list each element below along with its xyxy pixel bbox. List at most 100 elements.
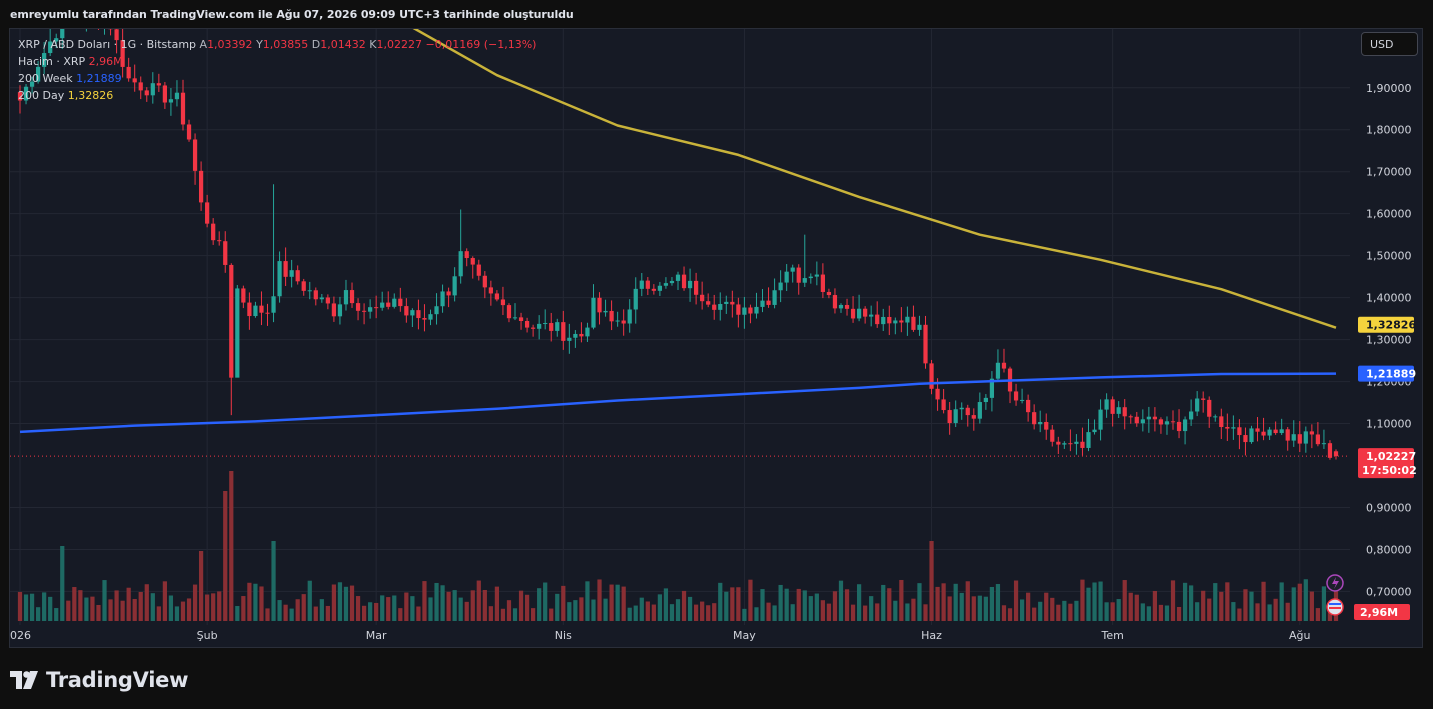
- volume-badge: 2,96M: [1354, 604, 1410, 620]
- candle-body: [1237, 427, 1242, 436]
- candle: [923, 315, 928, 369]
- volume-bar: [156, 606, 161, 621]
- candle: [386, 291, 391, 310]
- volume-bar: [911, 598, 916, 621]
- candle-body: [1019, 399, 1025, 401]
- time-axis[interactable]: 026 Şub Mar Nis May Haz Tem Ağu: [10, 629, 1311, 642]
- candle: [905, 306, 910, 336]
- price-chart[interactable]: 1,90000 1,80000 1,70000 1,60000 1,50000 1,400…: [10, 29, 1422, 647]
- candle: [162, 82, 167, 109]
- candle: [609, 300, 614, 331]
- candle-body: [446, 291, 451, 296]
- volume-bar: [724, 591, 729, 621]
- candle-body: [875, 314, 880, 325]
- candle-body: [458, 251, 463, 277]
- volume-bar: [168, 595, 174, 621]
- volume-bar: [368, 602, 373, 621]
- y-tick-label: 1,70000: [1366, 166, 1412, 179]
- candle: [875, 301, 880, 328]
- candle-body: [512, 317, 518, 319]
- event-icons: [1326, 574, 1344, 616]
- candle: [313, 287, 318, 306]
- candle: [591, 284, 596, 330]
- open-label: A: [199, 38, 208, 51]
- candle-body: [398, 298, 403, 307]
- top-bar: emreyumlu tarafından TradingView.com ile…: [0, 0, 1433, 28]
- candle-body: [1068, 443, 1073, 445]
- candle-body: [555, 322, 560, 331]
- candle: [374, 295, 379, 319]
- currency-button[interactable]: USD: [1361, 32, 1418, 56]
- volume-bar: [42, 592, 47, 621]
- legend-symbol-row[interactable]: XRP / ABD Doları · 1G · Bitstamp A1,0339…: [18, 36, 536, 53]
- candle-body: [645, 280, 650, 289]
- candle-body: [470, 258, 475, 265]
- legend-volume-row[interactable]: Hacim · XRP 2,96M: [18, 53, 536, 70]
- volume-bar: [301, 594, 306, 621]
- candle: [120, 29, 125, 78]
- candle-body: [488, 287, 493, 294]
- candle-body: [1080, 441, 1085, 448]
- volume-bar: [211, 593, 216, 621]
- candlestick-series: [17, 29, 1339, 460]
- candle-body: [1327, 443, 1333, 458]
- candle-body: [736, 304, 741, 315]
- volume-bar: [295, 599, 300, 621]
- candle: [995, 349, 1001, 381]
- ma-day-badge-text: 1,32826: [1366, 319, 1416, 332]
- candle: [223, 231, 228, 273]
- volume-bar: [893, 600, 898, 621]
- symbol-label[interactable]: XRP / ABD Doları · 1G · Bitstamp: [18, 38, 197, 51]
- candle-body: [452, 276, 457, 296]
- candle: [887, 305, 892, 336]
- candle: [1261, 417, 1266, 441]
- price-axis[interactable]: 1,90000 1,80000 1,70000 1,60000 1,50000 1,400…: [1366, 82, 1412, 599]
- candle-body: [802, 278, 807, 283]
- legend-ma-day-row[interactable]: 200 Day 1,32826: [18, 87, 536, 104]
- candle-body: [247, 302, 252, 317]
- candle-body: [1195, 398, 1200, 412]
- candle-body: [537, 323, 542, 329]
- volume-bar: [633, 605, 638, 621]
- volume-bar: [162, 581, 167, 621]
- candle-body: [1152, 416, 1158, 420]
- volume-bar: [531, 608, 536, 621]
- volume-bar: [1134, 594, 1139, 621]
- candle-body: [337, 304, 343, 317]
- candle: [1213, 414, 1218, 422]
- candle-body: [905, 316, 910, 323]
- candle-body: [23, 86, 29, 101]
- candle: [561, 310, 566, 350]
- candle: [29, 76, 35, 94]
- volume-bar: [1056, 604, 1061, 621]
- volume-bar: [561, 585, 566, 621]
- candle-body: [217, 240, 222, 242]
- volume-bar: [235, 606, 240, 621]
- volume-bar: [404, 592, 409, 621]
- candle: [253, 301, 258, 318]
- candle-body: [820, 274, 825, 292]
- volume-bar: [627, 607, 632, 621]
- volume-bar: [1279, 582, 1284, 621]
- candle: [1207, 396, 1212, 428]
- candle-body: [60, 29, 65, 39]
- volume-bar: [1128, 592, 1133, 621]
- legend-ma-week-row[interactable]: 200 Week 1,21889: [18, 70, 536, 87]
- candle-body: [561, 322, 566, 341]
- x-tick-label: May: [733, 629, 756, 642]
- volume-bar: [621, 586, 626, 621]
- candle: [1128, 414, 1133, 424]
- candle-body: [289, 270, 294, 277]
- volume-bar: [1170, 580, 1176, 621]
- candle-body: [754, 306, 759, 314]
- volume-bar: [223, 491, 228, 621]
- candle: [277, 251, 282, 303]
- candle-body: [1333, 451, 1339, 457]
- candle-body: [669, 280, 675, 284]
- ma-200-week-line: [19, 372, 1337, 434]
- candle-body: [651, 288, 656, 291]
- candle-body: [1279, 429, 1284, 434]
- candle-body: [543, 323, 548, 325]
- candle-body: [482, 275, 487, 288]
- candle-body: [410, 310, 415, 316]
